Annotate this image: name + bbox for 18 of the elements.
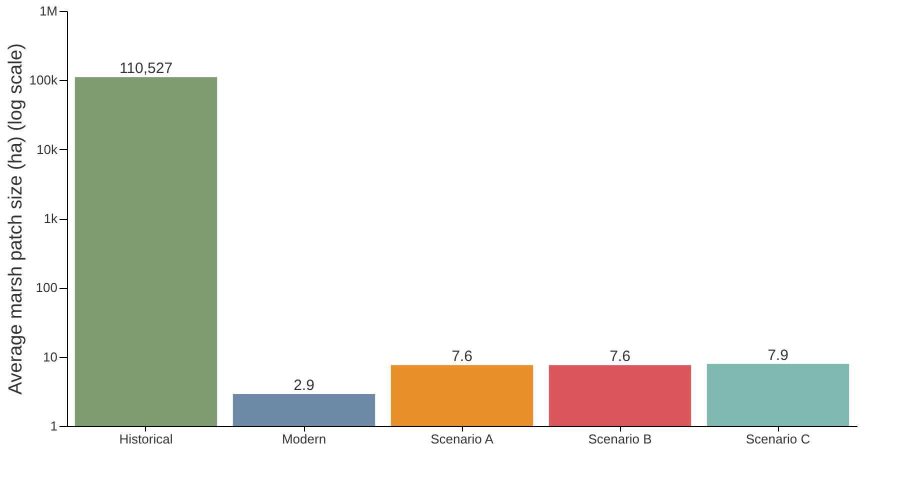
- y-tick-label: 1k: [44, 211, 58, 226]
- x-tick-label: Scenario A: [430, 432, 494, 446]
- data-label: 7.6: [452, 348, 472, 366]
- y-tick-label: 100: [36, 280, 58, 296]
- y-tick-label: 1: [50, 418, 58, 434]
- data-label: 7.9: [768, 346, 788, 364]
- y-axis-title: Average marsh patch size (ha) (log scale): [5, 43, 26, 395]
- y-tick-label: 1M: [39, 4, 58, 18]
- y-tick-label: 100k: [29, 72, 58, 88]
- x-tick-label: Modern: [282, 432, 326, 446]
- data-label: 110,527: [119, 60, 173, 78]
- x-tick-label: Historical: [119, 432, 173, 446]
- y-tick-label: 10: [43, 349, 58, 364]
- data-label: 7.6: [610, 348, 630, 366]
- x-tick-label: Scenario B: [588, 432, 652, 446]
- data-label: 2.9: [294, 377, 314, 394]
- x-tick-label: Scenario C: [746, 432, 810, 446]
- y-tick-label: 10k: [36, 142, 58, 157]
